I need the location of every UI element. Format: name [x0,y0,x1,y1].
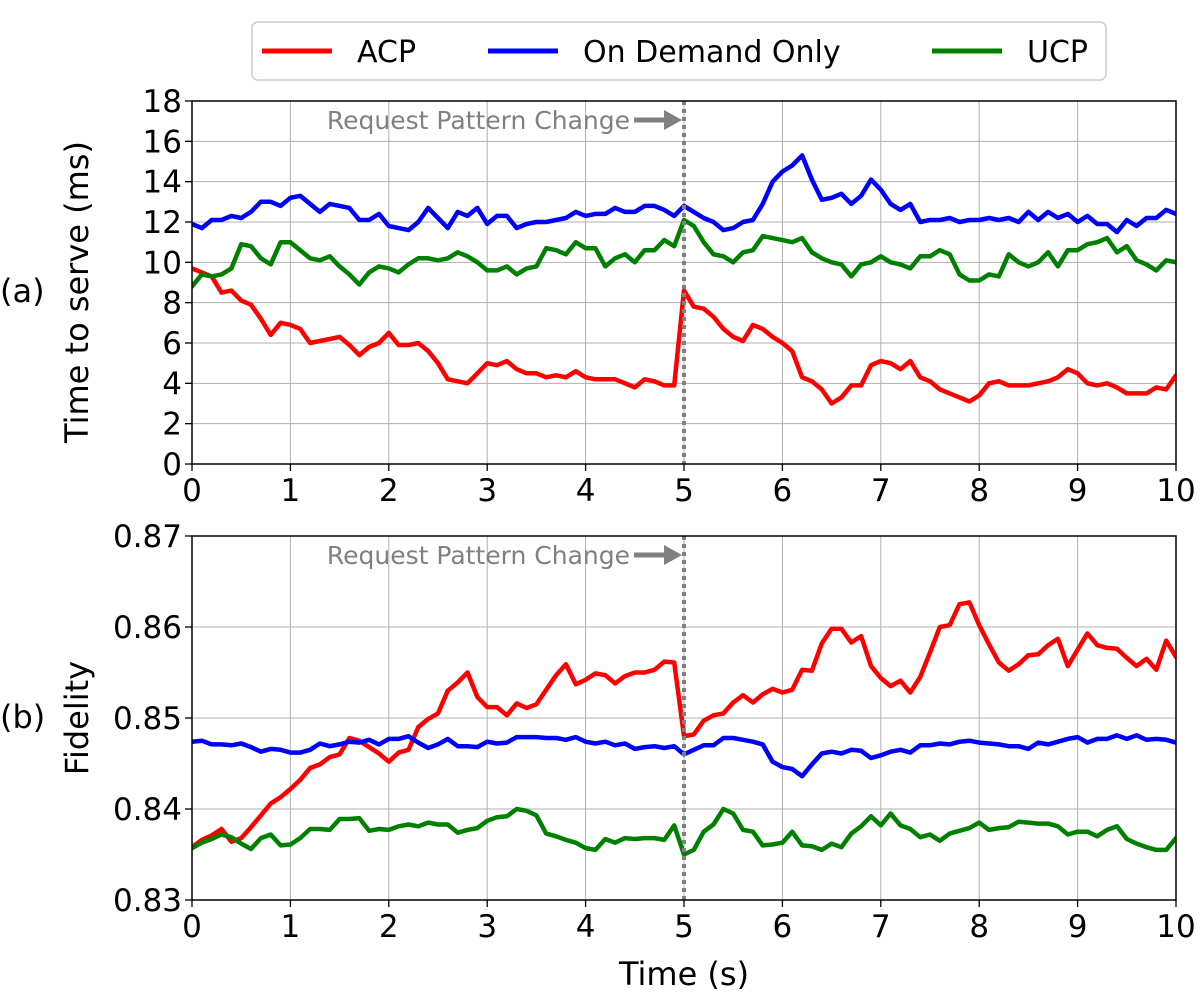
y-tick-label: 0.83 [113,883,182,919]
x-tick-label: 8 [969,473,989,509]
x-tick-label: 9 [1068,473,1088,509]
x-tick-label: 5 [674,473,694,509]
series-line-ucp [192,806,1176,857]
legend-label-acp: ACP [357,35,416,70]
y-tick-label: 16 [143,124,182,160]
y-tick-label: 18 [143,84,182,120]
legend-label-ucp: UCP [1027,35,1088,70]
x-tick-label: 3 [477,473,497,509]
series-line-ucp [192,217,1176,289]
annotation-text: Request Pattern Change [327,106,630,135]
x-tick-label: 4 [576,909,596,945]
y-tick-label: 12 [143,205,182,241]
annotation-arrow-head [664,110,682,130]
series-line-acp [192,266,1176,406]
y-tick-label: 4 [162,366,182,402]
x-tick-label: 5 [674,909,694,945]
y-tick-label: 0.86 [113,610,182,646]
y-tick-label: 0.87 [113,519,182,555]
x-tick-label: 0 [182,909,202,945]
y-tick-label: 8 [162,286,182,322]
x-tick-label: 7 [871,909,891,945]
x-tick-label: 2 [379,473,399,509]
x-tick-label: 9 [1068,909,1088,945]
y-tick-label: 6 [162,326,182,362]
y-tick-label: 0.84 [113,792,182,828]
x-tick-label: 1 [281,909,301,945]
x-tick-label: 10 [1156,909,1195,945]
y-tick-label: 14 [143,165,182,201]
axes-frame [191,535,1177,901]
x-tick-label: 7 [871,473,891,509]
x-tick-label: 10 [1156,473,1195,509]
legend-label-on-demand-only: On Demand Only [583,35,841,70]
x-tick-label: 4 [576,473,596,509]
x-tick-label: 6 [773,909,793,945]
legend: ACP On Demand Only UCP [251,21,1107,81]
x-axis-label: Time (s) [618,955,749,993]
y-tick-label: 0 [162,447,182,483]
x-tick-label: 3 [477,909,497,945]
x-tick-label: 0 [182,473,202,509]
panel-label: (a) [0,272,45,310]
x-tick-label: 1 [281,473,301,509]
x-tick-label: 6 [773,473,793,509]
y-axis-label: Time to serve (ms) [58,141,96,444]
y-tick-label: 2 [162,407,182,443]
x-tick-label: 8 [969,909,989,945]
panel-label: (b) [0,698,45,736]
y-tick-label: 0.85 [113,701,182,737]
annotation-arrow-head [664,545,682,565]
panel-b-fidelity: 0.83 0.84 0.85 0.86 0.87 0 1 2 3 4 5 6 7 8 9 10 Request … [0,519,1196,945]
y-axis-label: Fidelity [58,661,96,775]
y-tick-label: 10 [143,245,182,281]
x-tick-label: 2 [379,909,399,945]
annotation-text: Request Pattern Change [327,541,630,570]
legend-frame [251,21,1107,81]
axes-frame [191,100,1177,465]
